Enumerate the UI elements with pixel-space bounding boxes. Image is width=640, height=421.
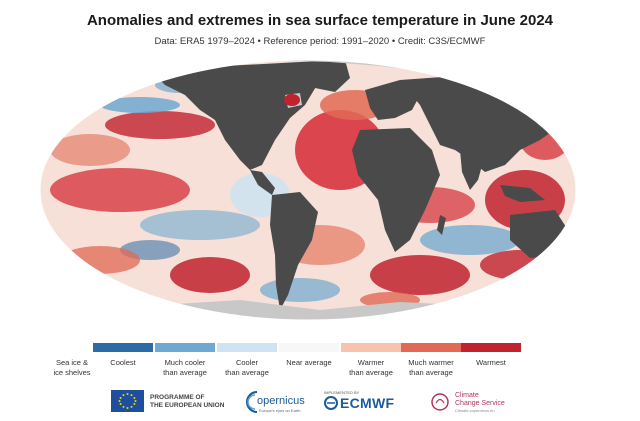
anomaly-patch	[60, 246, 140, 274]
anomaly-patch	[420, 225, 520, 255]
legend-item-warmest: Warmest	[460, 343, 522, 368]
south-america	[270, 192, 318, 310]
legend-item-near-average: Near average	[278, 343, 340, 368]
madagascar	[437, 215, 446, 235]
antarctic-ice	[60, 312, 560, 320]
ecmwf-mark-icon	[324, 396, 338, 410]
copernicus-tagline: Europe's eyes on Earth	[259, 408, 301, 413]
legend-item-warmer: Warmer than average	[340, 343, 402, 378]
anomaly-patch	[170, 257, 250, 293]
legend: Sea ice & ice shelves Coolest Much coole…	[0, 343, 640, 383]
legend-item-sea-ice: Sea ice & ice shelves	[37, 343, 107, 378]
legend-label: Coolest	[110, 358, 136, 367]
central-america	[250, 170, 275, 195]
anomaly-patch	[370, 255, 470, 295]
land-masses	[150, 60, 575, 310]
c3s-wordmark: Climate Change Service	[455, 392, 505, 407]
copernicus-wordmark: opernicus	[257, 395, 305, 407]
logo-strip: PROGRAMME OF THE EUROPEAN UNION opernicu…	[0, 388, 640, 418]
ecmwf-implemented-by: IMPLEMENTED BY	[324, 390, 360, 395]
legend-label: Sea ice & ice shelves	[53, 358, 91, 377]
legend-label: Warmest	[476, 358, 506, 367]
north-america	[150, 62, 320, 170]
indonesia	[500, 185, 545, 202]
c3s-tagline: Climate.copernicus.eu	[455, 408, 495, 413]
legend-item-much-warmer: Much warmer than average	[398, 343, 464, 378]
legend-swatch	[217, 343, 277, 352]
hudson-bay	[284, 94, 300, 106]
eu-programme-text: PROGRAMME OF THE EUROPEAN UNION	[150, 394, 225, 409]
chart-subtitle: Data: ERA5 1979–2024 • Reference period:…	[154, 36, 486, 47]
europe	[365, 80, 420, 120]
legend-label: Much cooler than average	[163, 358, 207, 377]
c3s-logo-icon	[431, 393, 449, 411]
eu-flag-icon	[111, 390, 144, 412]
anomaly-patch	[100, 97, 180, 113]
anomaly-patch	[260, 278, 340, 302]
anomaly-patch	[140, 210, 260, 240]
anomaly-patch	[480, 250, 560, 280]
greenland	[300, 60, 350, 92]
anomaly-patch	[50, 168, 190, 212]
ecmwf-wordmark: ECMWF	[340, 395, 395, 411]
chart-title: Anomalies and extremes in sea surface te…	[86, 12, 554, 29]
africa	[352, 128, 440, 252]
copernicus-logo-icon	[246, 391, 258, 413]
legend-swatch	[401, 343, 461, 352]
legend-label: Cooler than average	[225, 358, 269, 377]
legend-swatch	[341, 343, 401, 352]
anomaly-patch	[105, 111, 215, 139]
legend-label: Much warmer than average	[408, 358, 454, 377]
anomaly-patch	[50, 134, 130, 166]
legend-item-cooler: Cooler than average	[216, 343, 278, 378]
legend-swatch	[461, 343, 521, 352]
legend-label: Warmer than average	[349, 358, 393, 377]
india	[460, 150, 485, 190]
legend-item-coolest: Coolest	[92, 343, 154, 368]
legend-swatch	[279, 343, 339, 352]
legend-label: Near average	[286, 358, 332, 367]
legend-swatch	[155, 343, 215, 352]
legend-item-much-cooler: Much cooler than average	[154, 343, 216, 378]
legend-swatch	[93, 343, 153, 352]
map-outline	[39, 59, 577, 321]
